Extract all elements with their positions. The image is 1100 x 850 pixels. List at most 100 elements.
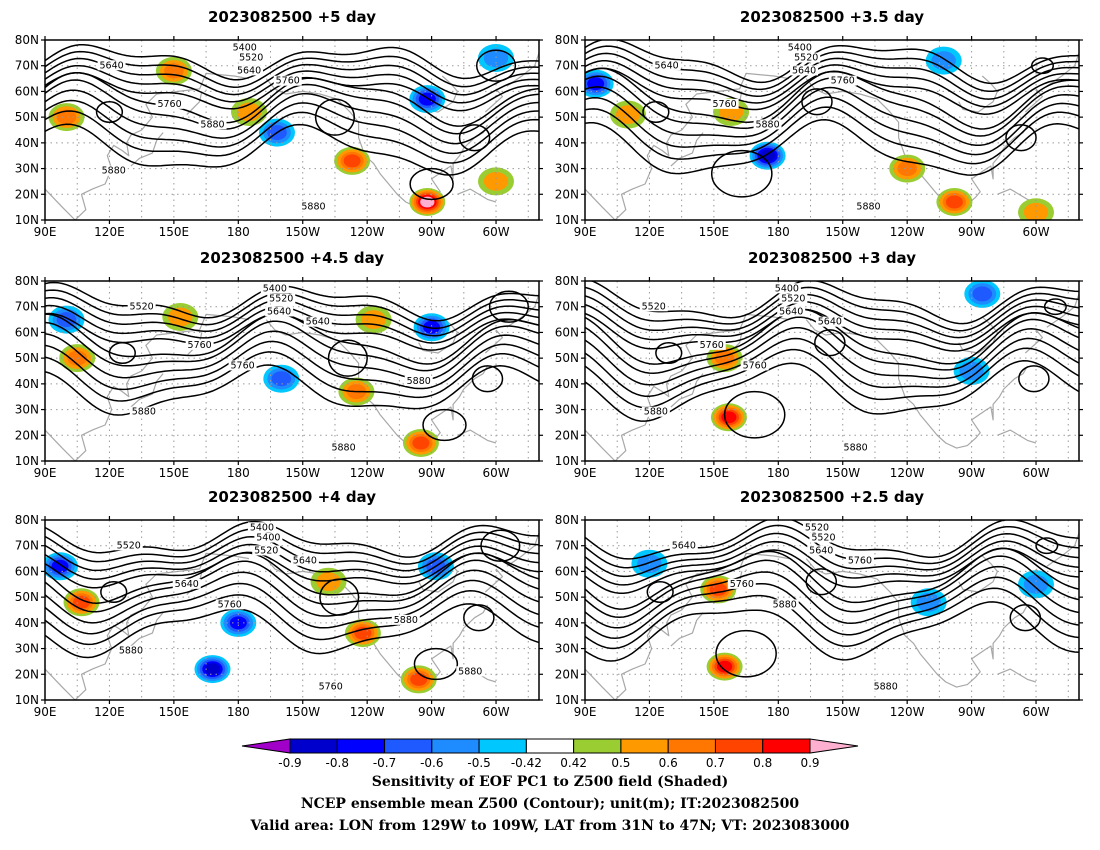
x-tick-label: 150W <box>825 466 860 480</box>
z500-contour <box>45 364 539 416</box>
coastline <box>997 429 1037 444</box>
colorbar-tick-label: 0.9 <box>800 756 819 770</box>
contour-label-bg <box>807 545 836 556</box>
colorbar-tick-label: 0.5 <box>611 756 630 770</box>
z500-contour <box>585 60 1079 108</box>
x-tick-label: 180 <box>767 705 790 719</box>
y-tick-label: 30N <box>15 642 39 656</box>
contour-label-bg <box>215 599 244 610</box>
z500-contour <box>45 110 539 164</box>
contour-label-bg <box>779 293 808 304</box>
x-tick-label: 180 <box>767 225 790 239</box>
coastline <box>130 373 164 408</box>
coastline <box>484 329 504 354</box>
colorbar-tick-label: 0.42 <box>560 756 587 770</box>
negative-sensitivity-area <box>271 371 292 387</box>
contour-label-bg <box>228 360 257 371</box>
contour-label: 5760 <box>319 682 343 693</box>
coastline <box>997 668 1037 683</box>
y-tick-label: 40N <box>15 136 39 150</box>
x-tick-label: 90E <box>34 466 57 480</box>
caption-line-3: Valid area: LON from 129W to 109W, LAT f… <box>250 818 850 834</box>
panel-title: 2023082500 +4 day <box>208 488 376 506</box>
colorbar-box <box>620 738 669 754</box>
z500-closed-contour <box>413 647 459 681</box>
colorbar-box <box>336 738 386 754</box>
x-tick-label: 120W <box>890 466 925 480</box>
contour-label-bg <box>841 442 870 453</box>
colorbar-tick-label: -0.7 <box>373 756 396 770</box>
colorbar-box <box>478 738 527 754</box>
coastline <box>670 373 704 408</box>
contour-label-bg <box>391 614 420 625</box>
contour-label: 5880 <box>407 376 431 387</box>
contour-label-bg <box>740 360 769 371</box>
y-tick-label: 60N <box>15 84 39 98</box>
y-tick-label: 50N <box>555 590 579 604</box>
contour-label: 5640 <box>672 540 696 551</box>
contour-label-bg <box>299 201 328 212</box>
panel-title: 2023082500 +2.5 day <box>740 488 924 506</box>
contour-label: 5640 <box>267 306 291 317</box>
z500-closed-contour <box>1009 604 1042 632</box>
contour-label: 5880 <box>394 615 418 626</box>
z500-closed-contour <box>710 149 773 198</box>
y-tick-label: 10N <box>15 693 39 707</box>
x-tick-label: 90E <box>574 225 597 239</box>
contour-label: 5520 <box>805 522 829 533</box>
contour-label: 5520 <box>794 53 818 64</box>
y-tick-label: 20N <box>555 187 579 201</box>
z500-closed-contour <box>1043 298 1067 316</box>
contour-label: 5520 <box>642 301 666 312</box>
y-tick-label: 70N <box>555 59 579 73</box>
contour-label: 5880 <box>331 443 355 454</box>
contour-label-bg <box>652 60 681 71</box>
negative-sensitivity-area <box>204 663 221 675</box>
contour-label: 5400 <box>788 42 812 53</box>
z500-contour <box>589 281 1079 325</box>
contour-label-bg <box>815 316 844 327</box>
x-tick-label: 60W <box>1022 705 1049 719</box>
y-tick-label: 50N <box>555 110 579 124</box>
negative-sensitivity-area <box>972 286 993 302</box>
y-tick-label: 20N <box>15 667 39 681</box>
contour-label-bg <box>185 339 214 350</box>
contour-label-bg <box>260 283 289 294</box>
z500-contour <box>585 106 1079 165</box>
z500-contour <box>45 123 539 176</box>
contour-label: 5400 <box>233 42 257 53</box>
contour-label-bg <box>172 578 201 589</box>
z500-contour <box>585 286 1079 332</box>
y-tick-label: 80N <box>555 513 579 527</box>
y-tick-label: 40N <box>555 616 579 630</box>
x-tick-label: 150W <box>825 705 860 719</box>
y-tick-label: 70N <box>555 300 579 314</box>
z500-contour <box>45 50 539 88</box>
x-tick-label: 90W <box>418 466 445 480</box>
z500-contour <box>585 316 1079 374</box>
z500-contour <box>585 576 1079 640</box>
contour-label-bg <box>753 119 782 130</box>
z500-contour <box>45 99 539 155</box>
contour-label: 5520 <box>254 545 278 556</box>
contour-label: 5880 <box>644 407 668 418</box>
negative-sensitivity-area <box>56 312 77 328</box>
x-tick-label: 120W <box>350 225 385 239</box>
z500-closed-contour <box>463 604 495 632</box>
coastline <box>130 132 164 167</box>
z500-contour <box>585 327 1079 386</box>
z500-closed-contour <box>95 100 124 124</box>
x-tick-label: 90W <box>418 705 445 719</box>
z500-contour <box>45 43 539 81</box>
negative-sensitivity-area <box>959 361 984 381</box>
x-tick-label: 120E <box>634 466 665 480</box>
y-tick-label: 10N <box>15 454 39 468</box>
z500-contour <box>45 535 539 572</box>
colorbar-box <box>667 738 716 754</box>
contour-label-bg <box>854 201 883 212</box>
